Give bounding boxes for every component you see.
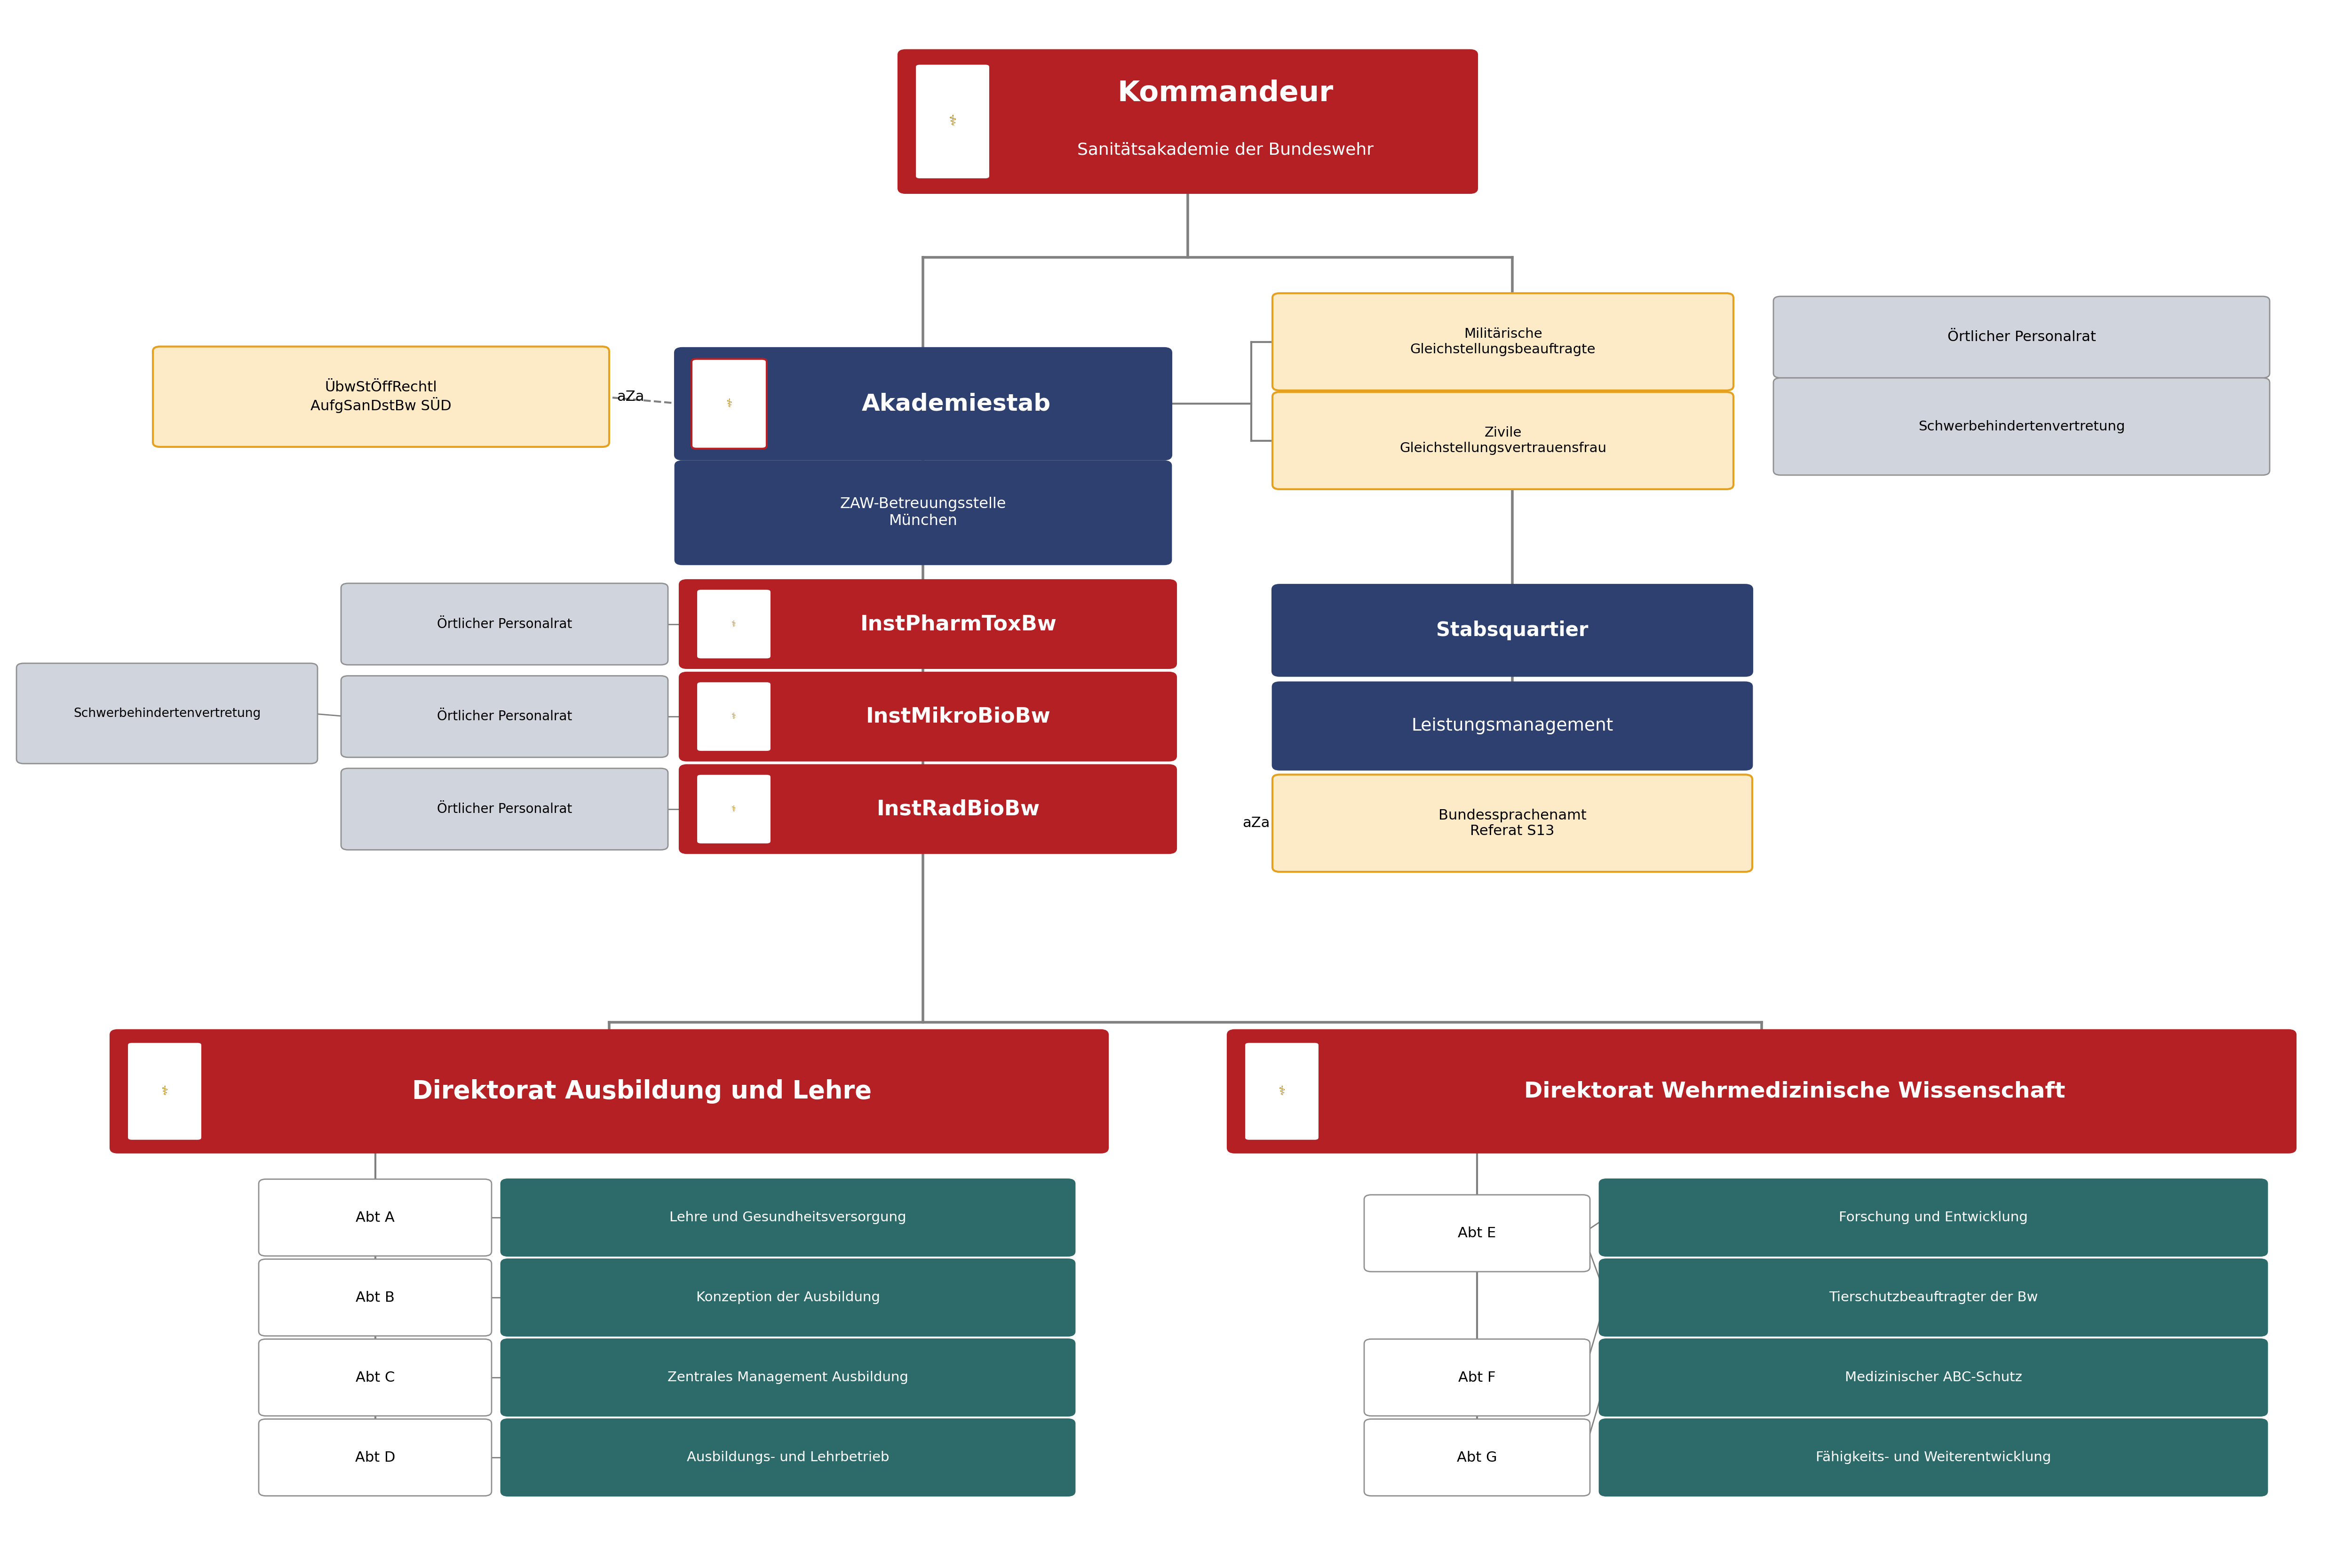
Text: Medizinischer ABC-Schutz: Medizinischer ABC-Schutz bbox=[1844, 1370, 2023, 1385]
Text: aZa: aZa bbox=[616, 390, 644, 403]
FancyBboxPatch shape bbox=[680, 765, 1176, 853]
FancyBboxPatch shape bbox=[1228, 1030, 2296, 1152]
Text: Abt F: Abt F bbox=[1458, 1370, 1496, 1385]
Text: InstRadBioBw: InstRadBioBw bbox=[877, 800, 1040, 818]
Text: ZAW-Betreuungsstelle
München: ZAW-Betreuungsstelle München bbox=[840, 497, 1007, 528]
FancyBboxPatch shape bbox=[259, 1179, 492, 1256]
Text: Abt G: Abt G bbox=[1456, 1450, 1498, 1465]
FancyBboxPatch shape bbox=[1599, 1179, 2267, 1256]
FancyBboxPatch shape bbox=[675, 348, 1171, 459]
FancyBboxPatch shape bbox=[1773, 296, 2270, 378]
Text: Forschung und Entwicklung: Forschung und Entwicklung bbox=[1839, 1210, 2027, 1225]
Text: Direktorat Wehrmedizinische Wissenschaft: Direktorat Wehrmedizinische Wissenschaft bbox=[1524, 1080, 2065, 1102]
FancyBboxPatch shape bbox=[1599, 1419, 2267, 1496]
FancyBboxPatch shape bbox=[259, 1259, 492, 1336]
Text: Konzeption der Ausbildung: Konzeption der Ausbildung bbox=[696, 1290, 880, 1305]
Text: ⚕: ⚕ bbox=[731, 619, 736, 629]
Text: Direktorat Ausbildung und Lehre: Direktorat Ausbildung und Lehre bbox=[412, 1079, 873, 1104]
Text: Abt E: Abt E bbox=[1458, 1226, 1496, 1240]
FancyBboxPatch shape bbox=[341, 676, 668, 757]
Text: Abt A: Abt A bbox=[355, 1210, 395, 1225]
FancyBboxPatch shape bbox=[1272, 682, 1752, 770]
Text: Abt C: Abt C bbox=[355, 1370, 395, 1385]
FancyBboxPatch shape bbox=[153, 347, 609, 447]
Text: Leistungsmanagement: Leistungsmanagement bbox=[1411, 718, 1613, 734]
Text: Örtlicher Personalrat: Örtlicher Personalrat bbox=[437, 618, 572, 630]
FancyBboxPatch shape bbox=[680, 580, 1176, 668]
Text: Schwerbehindertenvertretung: Schwerbehindertenvertretung bbox=[73, 707, 261, 720]
Text: Sanitätsakademie der Bundeswehr: Sanitätsakademie der Bundeswehr bbox=[1077, 141, 1374, 158]
Text: ⚕: ⚕ bbox=[731, 712, 736, 721]
FancyBboxPatch shape bbox=[1599, 1259, 2267, 1336]
Text: Fähigkeits- und Weiterentwicklung: Fähigkeits- und Weiterentwicklung bbox=[1816, 1450, 2051, 1465]
Text: Stabsquartier: Stabsquartier bbox=[1437, 621, 1588, 640]
FancyBboxPatch shape bbox=[111, 1030, 1108, 1152]
FancyBboxPatch shape bbox=[696, 590, 771, 660]
FancyBboxPatch shape bbox=[501, 1419, 1075, 1496]
FancyBboxPatch shape bbox=[259, 1339, 492, 1416]
FancyBboxPatch shape bbox=[259, 1419, 492, 1496]
Text: aZa: aZa bbox=[1242, 817, 1270, 829]
FancyBboxPatch shape bbox=[1364, 1195, 1590, 1272]
FancyBboxPatch shape bbox=[1272, 585, 1752, 676]
Text: Militärische
Gleichstellungsbeauftragte: Militärische Gleichstellungsbeauftragte bbox=[1411, 328, 1595, 356]
Text: Tierschutzbeauftragter der Bw: Tierschutzbeauftragter der Bw bbox=[1830, 1290, 2037, 1305]
Text: ⚕: ⚕ bbox=[727, 398, 731, 409]
Text: Lehre und Gesundheitsversorgung: Lehre und Gesundheitsversorgung bbox=[670, 1210, 906, 1225]
Text: Akademiestab: Akademiestab bbox=[861, 392, 1051, 416]
FancyBboxPatch shape bbox=[1272, 293, 1733, 390]
Text: Örtlicher Personalrat: Örtlicher Personalrat bbox=[437, 803, 572, 815]
Text: Ausbildungs- und Lehrbetrieb: Ausbildungs- und Lehrbetrieb bbox=[687, 1450, 889, 1465]
Text: Kommandeur: Kommandeur bbox=[1117, 80, 1334, 107]
Text: InstPharmToxBw: InstPharmToxBw bbox=[861, 615, 1056, 633]
FancyBboxPatch shape bbox=[680, 673, 1176, 760]
Text: ÜbwStÖffRechtl
AufgSanDstBw SÜD: ÜbwStÖffRechtl AufgSanDstBw SÜD bbox=[310, 381, 452, 412]
FancyBboxPatch shape bbox=[1272, 775, 1752, 872]
FancyBboxPatch shape bbox=[341, 583, 668, 665]
Text: Örtlicher Personalrat: Örtlicher Personalrat bbox=[1947, 331, 2096, 343]
FancyBboxPatch shape bbox=[696, 681, 771, 753]
Text: Zentrales Management Ausbildung: Zentrales Management Ausbildung bbox=[668, 1370, 908, 1385]
FancyBboxPatch shape bbox=[501, 1259, 1075, 1336]
FancyBboxPatch shape bbox=[1272, 392, 1733, 489]
FancyBboxPatch shape bbox=[691, 359, 767, 448]
Text: ⚕: ⚕ bbox=[731, 804, 736, 814]
Text: Abt D: Abt D bbox=[355, 1450, 395, 1465]
FancyBboxPatch shape bbox=[1364, 1419, 1590, 1496]
Text: ⚕: ⚕ bbox=[1279, 1085, 1284, 1098]
FancyBboxPatch shape bbox=[1364, 1339, 1590, 1416]
FancyBboxPatch shape bbox=[1773, 378, 2270, 475]
Text: Bundessprachenamt
Referat S13: Bundessprachenamt Referat S13 bbox=[1439, 809, 1585, 837]
Text: InstMikroBioBw: InstMikroBioBw bbox=[866, 707, 1051, 726]
FancyBboxPatch shape bbox=[696, 773, 771, 844]
FancyBboxPatch shape bbox=[1599, 1339, 2267, 1416]
Text: Zivile
Gleichstellungsvertrauensfrau: Zivile Gleichstellungsvertrauensfrau bbox=[1399, 426, 1606, 455]
FancyBboxPatch shape bbox=[501, 1339, 1075, 1416]
FancyBboxPatch shape bbox=[127, 1041, 202, 1142]
FancyBboxPatch shape bbox=[341, 768, 668, 850]
Text: ⚕: ⚕ bbox=[162, 1085, 169, 1098]
FancyBboxPatch shape bbox=[1244, 1041, 1319, 1142]
Text: ⚕: ⚕ bbox=[948, 114, 957, 129]
FancyBboxPatch shape bbox=[915, 64, 990, 179]
FancyBboxPatch shape bbox=[501, 1179, 1075, 1256]
Text: Schwerbehindertenvertretung: Schwerbehindertenvertretung bbox=[1919, 420, 2124, 433]
Text: Abt B: Abt B bbox=[355, 1290, 395, 1305]
FancyBboxPatch shape bbox=[16, 663, 318, 764]
Text: Örtlicher Personalrat: Örtlicher Personalrat bbox=[437, 710, 572, 723]
FancyBboxPatch shape bbox=[675, 461, 1171, 564]
FancyBboxPatch shape bbox=[898, 50, 1477, 193]
